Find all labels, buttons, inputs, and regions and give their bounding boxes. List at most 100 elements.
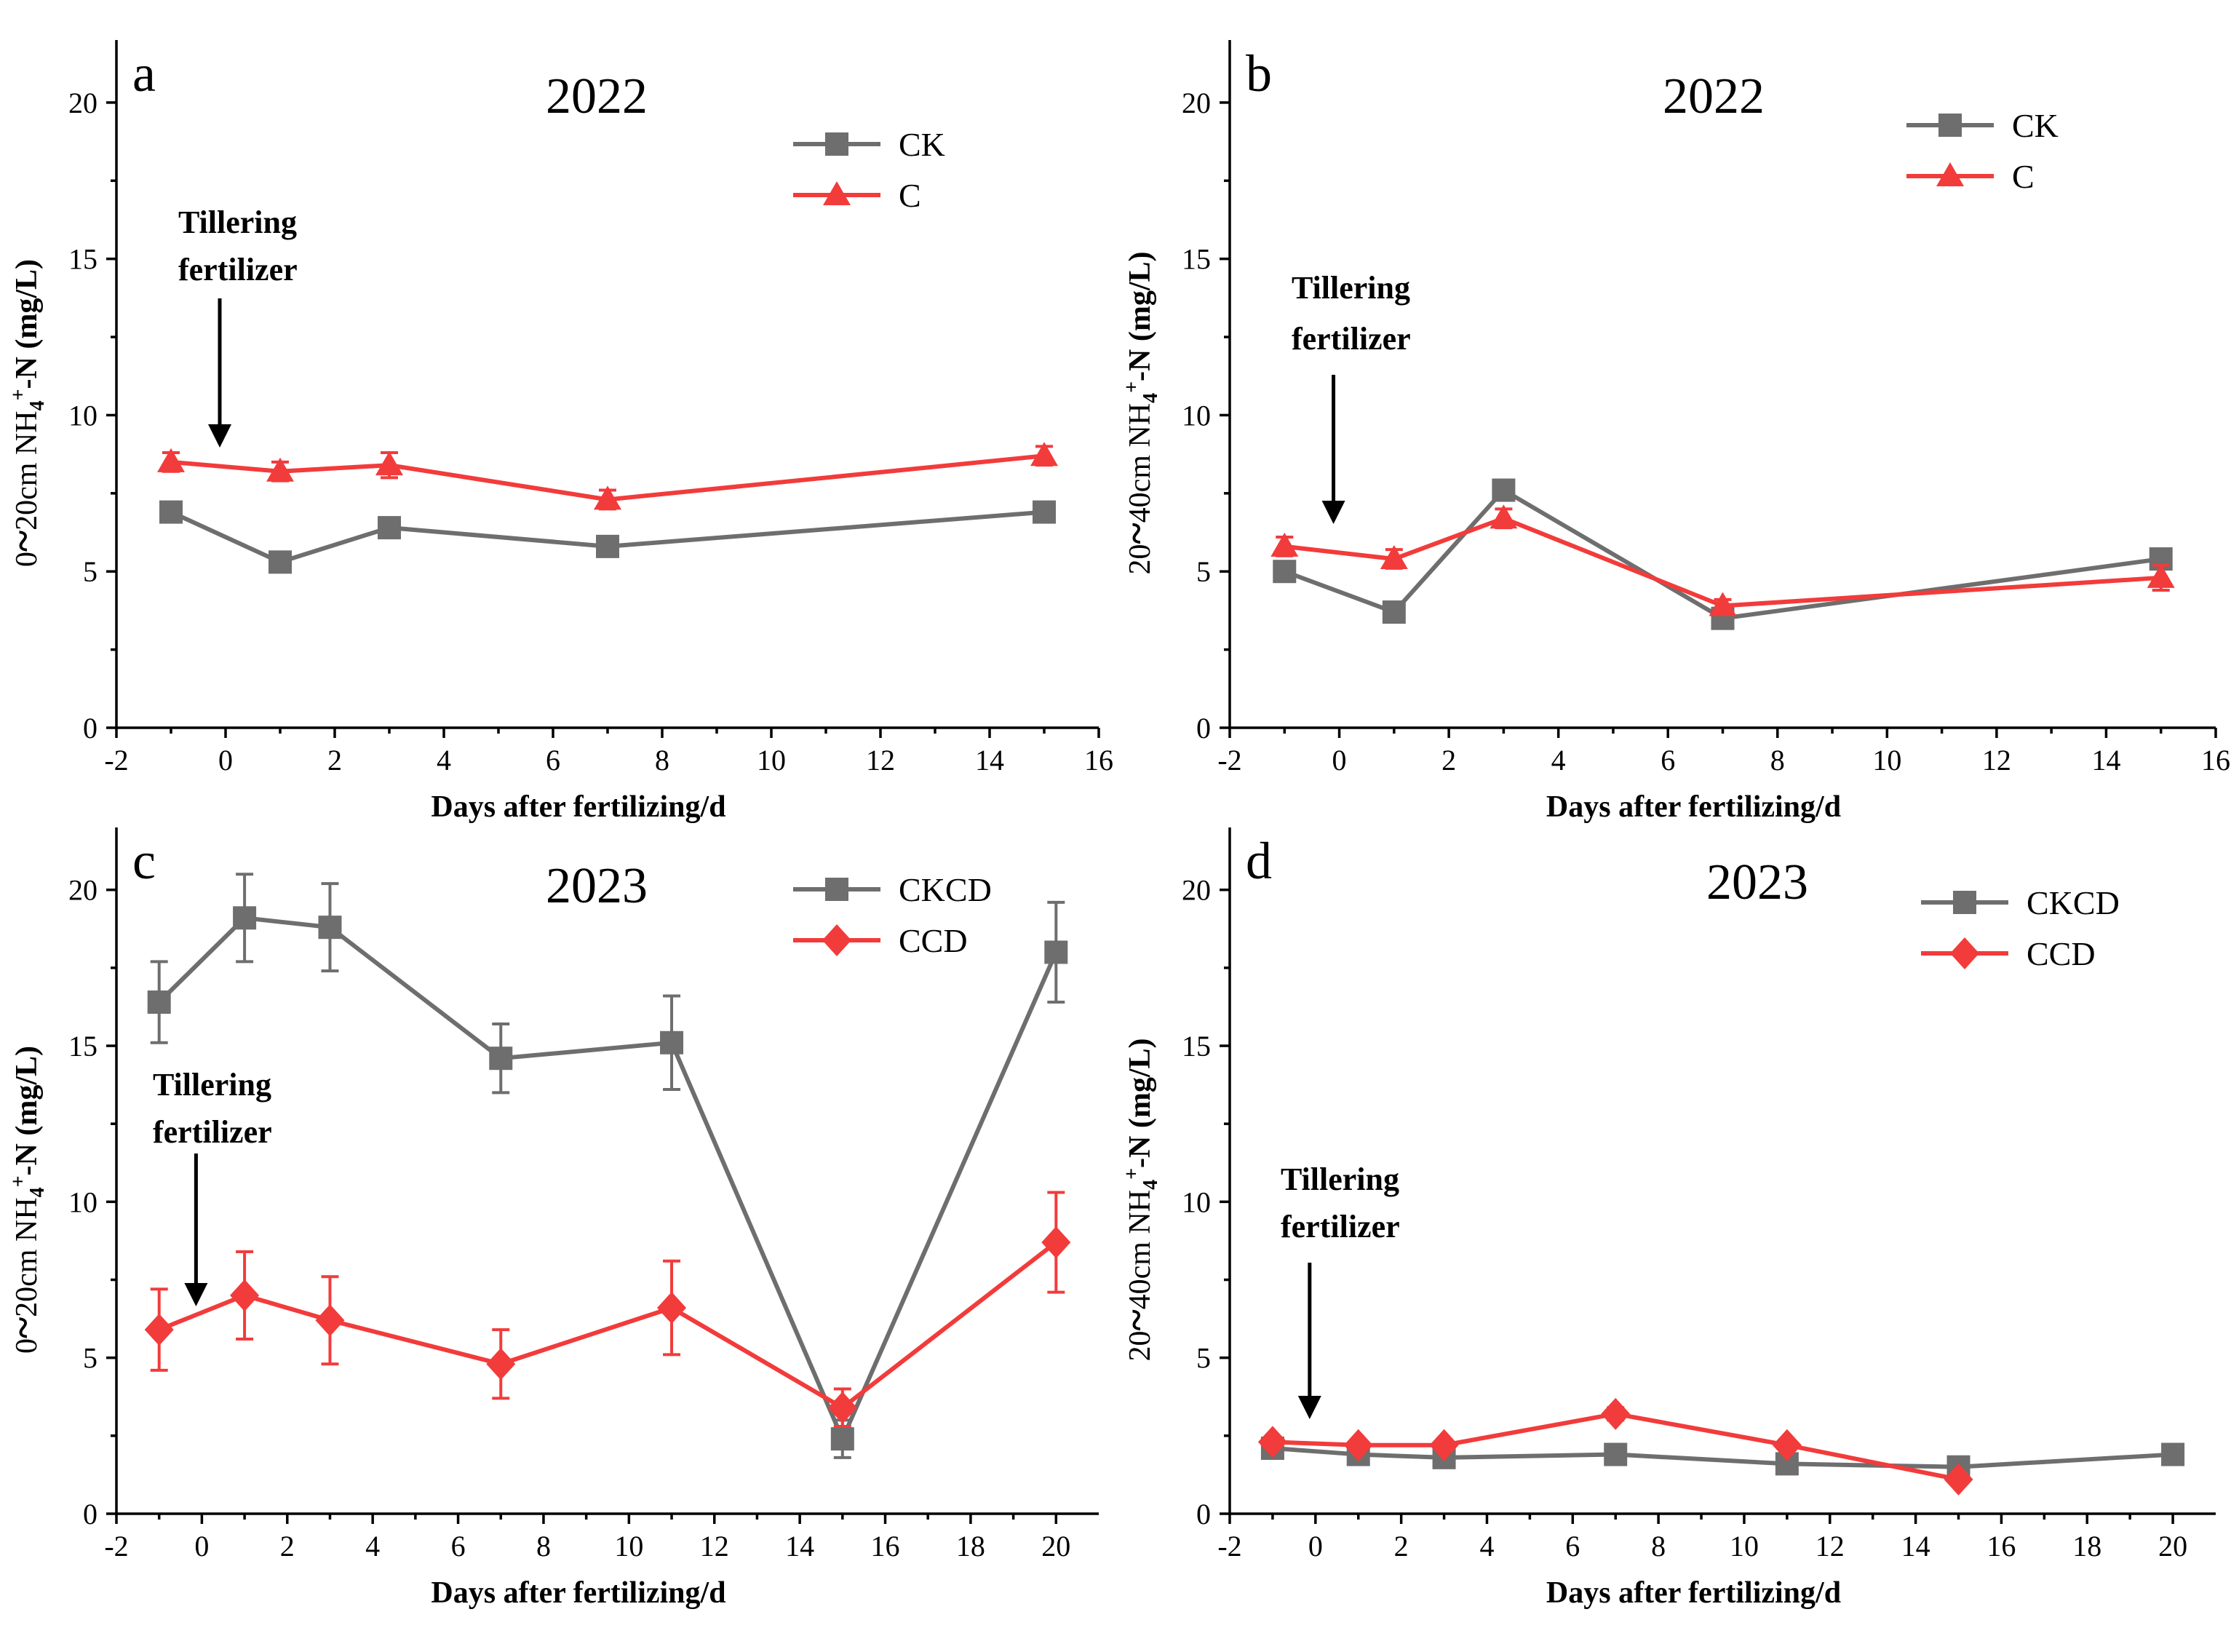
arrow-head-icon bbox=[208, 424, 231, 448]
legend-marker bbox=[823, 181, 851, 205]
data-point bbox=[375, 451, 403, 476]
x-tick-label: 20 bbox=[2158, 1530, 2187, 1562]
x-tick-label: 10 bbox=[1872, 744, 1901, 777]
data-point bbox=[1380, 545, 1408, 570]
arrow-head-icon bbox=[1321, 501, 1345, 524]
x-tick-label: 16 bbox=[1084, 744, 1113, 777]
panel-title: 2022 bbox=[1663, 68, 1765, 124]
data-point bbox=[147, 990, 171, 1014]
data-point bbox=[1709, 592, 1737, 616]
annotation-text: fertilizer bbox=[178, 252, 298, 287]
data-point bbox=[318, 916, 342, 940]
x-tick-label: 12 bbox=[1816, 1530, 1845, 1562]
arrow-head-icon bbox=[184, 1283, 208, 1306]
annotation-text: Tillering bbox=[1281, 1161, 1399, 1197]
x-tick-label: 12 bbox=[866, 744, 895, 777]
x-tick-label: 10 bbox=[1730, 1530, 1759, 1562]
x-tick-label: 8 bbox=[1770, 744, 1785, 777]
legend-label: CK bbox=[2012, 107, 2059, 144]
x-tick-label: 14 bbox=[1901, 1530, 1930, 1562]
panel-letter: a bbox=[132, 44, 156, 103]
data-point bbox=[378, 516, 401, 540]
data-point bbox=[315, 1304, 345, 1337]
series-C bbox=[1270, 504, 2175, 616]
data-point bbox=[159, 500, 183, 524]
y-axis-label: 20~40cm NH4+-N (mg/L) bbox=[1114, 251, 1162, 574]
data-point bbox=[1492, 478, 1516, 502]
x-axis-label: Days after fertilizing/d bbox=[431, 1576, 725, 1610]
data-point bbox=[1044, 940, 1068, 964]
legend-label: CCD bbox=[2027, 935, 2096, 972]
x-tick-label: 0 bbox=[1332, 744, 1347, 777]
series-CKCD bbox=[147, 873, 1068, 1459]
x-tick-label: 0 bbox=[218, 744, 233, 777]
x-tick-label: 2 bbox=[1394, 1530, 1409, 1562]
y-tick-label: 5 bbox=[83, 555, 98, 588]
x-tick-label: 4 bbox=[1551, 744, 1566, 777]
annotation-text: fertilizer bbox=[1292, 321, 1411, 357]
y-axis-label: 20~40cm NH4+-N (mg/L) bbox=[1114, 1038, 1162, 1361]
data-point bbox=[1429, 1429, 1459, 1461]
data-point bbox=[489, 1047, 513, 1071]
x-tick-label: 2 bbox=[1441, 744, 1456, 777]
y-tick-label: 10 bbox=[1182, 1186, 1211, 1218]
data-point bbox=[1041, 1226, 1071, 1259]
data-point bbox=[594, 485, 621, 510]
data-point bbox=[1030, 442, 1058, 466]
data-point bbox=[1944, 1463, 1973, 1496]
y-tick-label: 15 bbox=[1182, 1030, 1211, 1063]
data-point bbox=[827, 1391, 857, 1424]
x-tick-label: 10 bbox=[614, 1530, 643, 1562]
x-tick-label: 2 bbox=[327, 744, 342, 777]
panel-letter: c bbox=[132, 832, 156, 890]
data-point bbox=[1601, 1397, 1631, 1430]
data-point bbox=[2161, 1442, 2185, 1466]
y-tick-label: 10 bbox=[68, 399, 98, 432]
y-tick-label: 15 bbox=[68, 1030, 98, 1063]
data-point bbox=[1257, 1426, 1287, 1458]
x-tick-label: 16 bbox=[871, 1530, 900, 1562]
x-tick-label: 0 bbox=[194, 1530, 209, 1562]
annotation-text: Tillering bbox=[178, 204, 297, 240]
series-CKCD bbox=[1260, 1436, 2185, 1479]
y-tick-label: 20 bbox=[1182, 874, 1211, 907]
legend-marker bbox=[822, 924, 851, 956]
x-tick-label: 2 bbox=[280, 1530, 295, 1562]
x-tick-label: 16 bbox=[1987, 1530, 2016, 1562]
series-CK bbox=[159, 500, 1056, 574]
data-point bbox=[2147, 563, 2175, 588]
y-tick-label: 5 bbox=[83, 1342, 98, 1375]
y-tick-label: 20 bbox=[68, 874, 98, 907]
y-tick-label: 15 bbox=[1182, 243, 1211, 276]
axis-frame bbox=[115, 40, 1099, 729]
legend-label: CKCD bbox=[2027, 884, 2120, 921]
data-point bbox=[1343, 1429, 1373, 1461]
legend-marker bbox=[1953, 891, 1976, 914]
data-point bbox=[1382, 600, 1406, 624]
x-tick-label: 14 bbox=[2091, 744, 2120, 777]
data-point bbox=[233, 906, 257, 930]
x-tick-label: 8 bbox=[536, 1530, 551, 1562]
panel-title: 2022 bbox=[546, 68, 648, 124]
data-point bbox=[1270, 532, 1299, 557]
arrow-head-icon bbox=[1297, 1396, 1321, 1419]
x-tick-label: 16 bbox=[2201, 744, 2230, 777]
x-axis-label: Days after fertilizing/d bbox=[1546, 790, 1841, 824]
series-line bbox=[1272, 1445, 2174, 1469]
x-tick-label: -2 bbox=[104, 1530, 128, 1562]
x-tick-label: 12 bbox=[700, 1530, 729, 1562]
data-point bbox=[1772, 1429, 1802, 1461]
x-tick-label: 0 bbox=[1308, 1530, 1323, 1562]
y-tick-label: 0 bbox=[1196, 712, 1211, 744]
legend-marker bbox=[825, 132, 848, 156]
data-point bbox=[830, 1427, 854, 1451]
x-tick-label: 18 bbox=[956, 1530, 985, 1562]
panel-letter: b bbox=[1246, 44, 1272, 103]
legend-label: C bbox=[2012, 158, 2035, 195]
data-point bbox=[657, 1292, 687, 1325]
x-tick-label: -2 bbox=[1217, 1530, 1241, 1562]
y-axis-label: 0~20cm NH4+-N (mg/L) bbox=[1, 259, 49, 567]
legend-marker bbox=[825, 878, 848, 901]
